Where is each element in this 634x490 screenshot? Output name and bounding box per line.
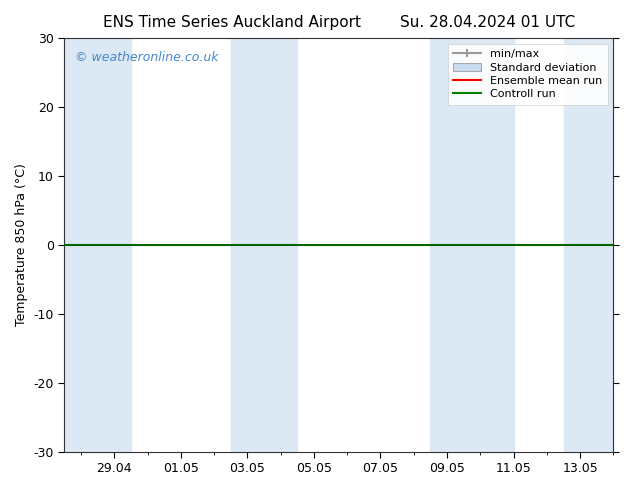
Bar [430,38,514,452]
Bar [64,38,131,452]
Bar [231,38,297,452]
Title: ENS Time Series Auckland Airport        Su. 28.04.2024 01 UTC: ENS Time Series Auckland Airport Su. 28.… [103,15,575,30]
Bar [564,38,630,452]
Y-axis label: Temperature 850 hPa (°C): Temperature 850 hPa (°C) [15,163,28,326]
Legend: min/max, Standard deviation, Ensemble mean run, Controll run: min/max, Standard deviation, Ensemble me… [448,44,608,105]
Text: © weatheronline.co.uk: © weatheronline.co.uk [75,50,219,64]
